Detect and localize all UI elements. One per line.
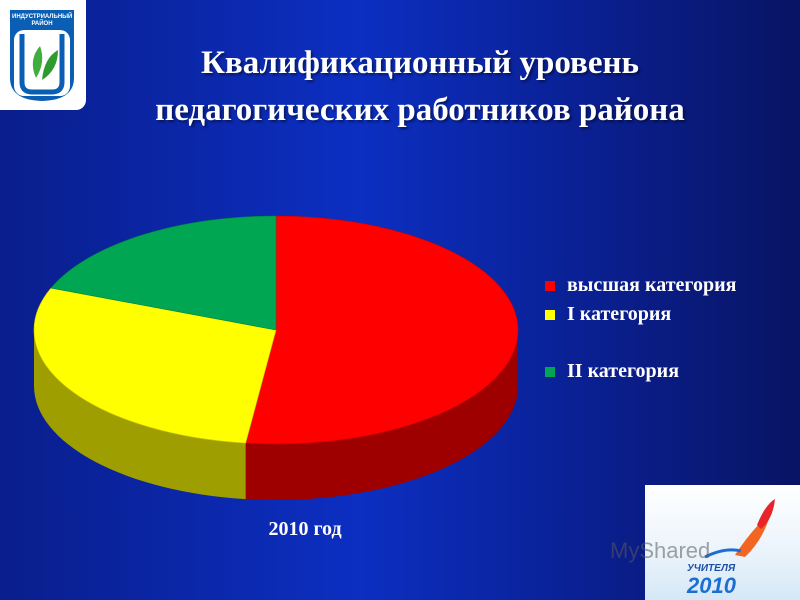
- badge-word: УЧИТЕЛЯ: [687, 563, 736, 574]
- legend-swatch: [545, 367, 555, 377]
- chart-legend: высшая категория I категория II категори…: [545, 272, 775, 385]
- torch-icon: [704, 499, 775, 559]
- legend-item: II категория: [545, 358, 775, 385]
- pie-slice-side: [34, 330, 246, 500]
- pie-slice: [245, 215, 519, 445]
- badge-year: 2010: [687, 573, 736, 598]
- legend-label: I категория: [567, 303, 672, 325]
- pie-chart: [33, 215, 519, 500]
- district-logo: ИНДУСТРИАЛЬНЫЙ РАЙОН: [0, 0, 86, 110]
- legend-item: I категория: [545, 301, 775, 328]
- legend-label: высшая категория: [567, 274, 737, 296]
- logo-text: ИНДУСТРИАЛЬНЫЙ РАЙОН: [12, 14, 73, 27]
- x-axis-label: 2010 год: [268, 518, 342, 540]
- legend-swatch: [545, 310, 555, 320]
- pie-slice: [50, 215, 277, 331]
- pie-slice: [33, 287, 277, 444]
- shield-icon: [10, 10, 74, 101]
- legend-swatch: [545, 281, 555, 291]
- teacher-year-badge: УЧИТЕЛЯ 2010: [645, 485, 800, 600]
- pie-slice-side: [245, 330, 518, 500]
- legend-label: II категория: [567, 360, 680, 382]
- slide-title: Квалификационный уровень педагогических …: [155, 45, 685, 128]
- legend-item: высшая категория: [545, 272, 775, 299]
- watermark: MyShared: [610, 538, 711, 563]
